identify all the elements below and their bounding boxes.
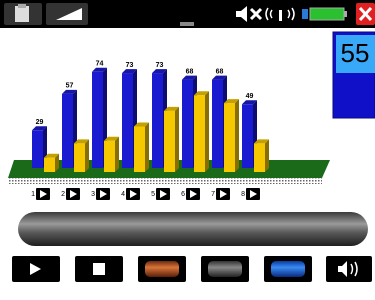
- bar: [134, 127, 145, 173]
- blue-pipe-button[interactable]: [264, 256, 312, 282]
- category-play-button[interactable]: [126, 188, 140, 200]
- category-label: 2: [61, 191, 65, 198]
- progress-pipe[interactable]: [18, 212, 368, 246]
- bar: [194, 95, 205, 172]
- category-label: 7: [211, 191, 215, 198]
- bar: [224, 103, 235, 172]
- category-play-button[interactable]: [156, 188, 170, 200]
- bar-side: [145, 123, 149, 173]
- bar: [62, 94, 73, 168]
- bar-side: [85, 139, 89, 172]
- value-label: 73: [156, 62, 164, 69]
- bar: [182, 80, 193, 168]
- category-label: 3: [91, 191, 95, 198]
- bar: [74, 143, 85, 172]
- play-button[interactable]: [12, 256, 60, 282]
- bar: [164, 111, 175, 172]
- value-label: 29: [36, 119, 44, 126]
- category-play-button[interactable]: [66, 188, 80, 200]
- bar: [92, 72, 103, 168]
- category-label: 6: [181, 191, 185, 198]
- category-play-button[interactable]: [216, 188, 230, 200]
- value-label: 73: [126, 62, 134, 69]
- category-label: 4: [121, 191, 125, 198]
- category-play-button[interactable]: [246, 188, 260, 200]
- toolbar: [12, 256, 372, 282]
- category-play-button[interactable]: [186, 188, 200, 200]
- readout-value: 55: [341, 38, 370, 68]
- category-label: 8: [241, 191, 245, 198]
- bar: [152, 73, 163, 168]
- category-play-button[interactable]: [36, 188, 50, 200]
- value-label: 68: [186, 68, 194, 75]
- category-label: 1: [31, 191, 35, 198]
- bar-side: [265, 139, 269, 172]
- bar: [44, 158, 55, 172]
- category-play-button[interactable]: [96, 188, 110, 200]
- bar-side: [175, 107, 179, 172]
- status-bar: [0, 0, 375, 28]
- value-label: 49: [246, 93, 254, 100]
- stop-button[interactable]: [75, 256, 123, 282]
- grey-pipe-button[interactable]: [201, 256, 249, 282]
- category-label: 5: [151, 191, 155, 198]
- bar-side: [115, 137, 119, 172]
- value-label: 74: [96, 61, 104, 68]
- value-label: 68: [216, 68, 224, 75]
- bar: [104, 141, 115, 172]
- floor-edge: [8, 178, 322, 184]
- bar: [254, 143, 265, 172]
- screen: 55 29 57 74 73 73 68 68 49 1 2 3 4 5 6 7 8: [0, 0, 375, 300]
- bar: [242, 104, 253, 168]
- value-label: 57: [66, 83, 74, 90]
- bar: [212, 80, 223, 168]
- bar: [122, 73, 133, 168]
- sound-button[interactable]: [326, 256, 372, 282]
- bar: [32, 130, 43, 168]
- orange-pipe-button[interactable]: [138, 256, 186, 282]
- bar-side: [235, 99, 239, 172]
- readout-panel: 55: [333, 32, 375, 118]
- bar-side: [205, 91, 209, 172]
